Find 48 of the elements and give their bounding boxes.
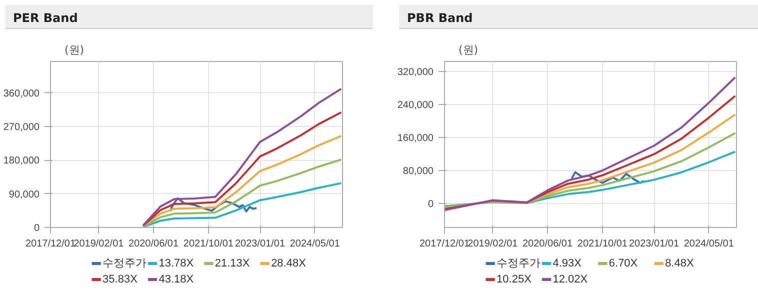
line-series — [570, 171, 645, 184]
y-tick-label: 320,000 — [397, 66, 434, 78]
y-tick-label: 270,000 — [3, 122, 40, 134]
line-series — [444, 150, 736, 208]
line-series — [142, 135, 342, 228]
y-axis-title: (원) — [458, 44, 478, 56]
x-tick-label: 2020/06/01 — [522, 238, 573, 250]
x-tick-label: 2017/12/01 — [25, 238, 76, 250]
legend-label: 8.48X — [665, 258, 694, 270]
line-series — [444, 114, 736, 210]
chart-title: PBR Band — [407, 10, 473, 27]
x-tick-label: 2024/05/01 — [290, 238, 340, 250]
line-series — [142, 158, 342, 228]
y-tick-label: 90,000 — [8, 189, 40, 200]
x-tick-label: 2021/10/01 — [577, 238, 628, 250]
line-series — [142, 88, 342, 226]
y-tick-label: 360,000 — [3, 88, 40, 100]
legend-label: 10.25X — [496, 274, 532, 286]
x-tick-label: 2023/01/01 — [235, 238, 286, 250]
legend-label: 수정주가 — [102, 258, 147, 270]
x-tick-label: 2023/01/01 — [629, 238, 680, 250]
line-series — [142, 182, 342, 228]
legend-label: 35.83X — [102, 274, 138, 286]
y-tick-label: 160,000 — [397, 132, 434, 144]
line-series — [142, 111, 342, 227]
line-series — [444, 132, 736, 208]
legend-label: 6.70X — [608, 258, 638, 270]
y-axis-title: (원) — [64, 44, 84, 56]
legend-label: 21.13X — [214, 258, 250, 270]
legend-label: 13.78X — [158, 258, 194, 270]
x-tick-label: 2021/10/01 — [183, 238, 234, 250]
y-tick-label: 0 — [34, 223, 40, 234]
x-tick-label: 2017/12/01 — [419, 238, 470, 250]
x-tick-label: 2024/05/01 — [684, 238, 734, 250]
x-tick-label: 2019/02/01 — [74, 238, 124, 250]
x-tick-label: 2020/06/01 — [128, 238, 179, 250]
y-tick-label: 180,000 — [3, 156, 40, 167]
x-tick-label: 2019/02/01 — [468, 238, 518, 250]
line-series — [170, 197, 258, 212]
legend-label: 수정주가 — [496, 258, 541, 270]
legend-label: 43.18X — [158, 274, 194, 286]
legend-label: 4.93X — [552, 258, 582, 270]
y-tick-label: 0 — [428, 199, 434, 210]
legend-label: 12.02X — [552, 274, 588, 286]
y-tick-label: 240,000 — [397, 100, 434, 111]
legend-label: 28.48X — [271, 258, 307, 270]
y-tick-label: 80,000 — [402, 166, 434, 178]
chart-title: PER Band — [13, 10, 78, 27]
